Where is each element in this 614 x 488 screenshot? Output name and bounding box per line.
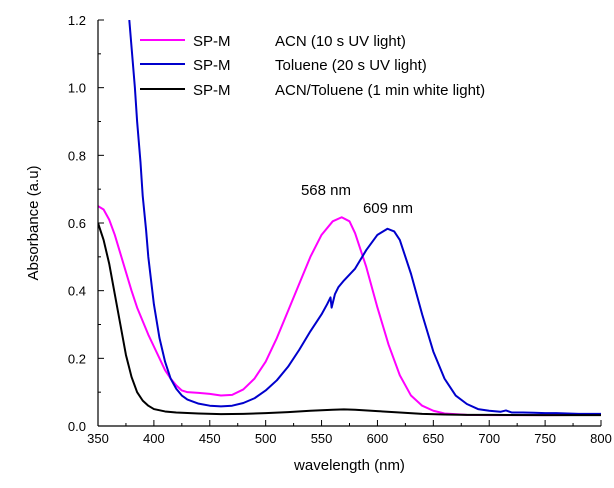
x-tick-label: 450 xyxy=(199,431,221,446)
x-tick-label: 650 xyxy=(422,431,444,446)
peak-annotation: 568 nm xyxy=(301,182,351,199)
series-line xyxy=(128,20,601,415)
peak-annotation: 609 nm xyxy=(363,200,413,217)
series-lines xyxy=(98,20,601,417)
legend-entry: SP-M ACN (10 s UV light) xyxy=(140,33,406,50)
x-axis-ticks: 350 400 450 500 550 600 650 700 750 800 xyxy=(87,420,612,446)
legend-entry: SP-M ACN/Toluene (1 min white light) xyxy=(140,82,485,99)
x-tick-label: 500 xyxy=(255,431,277,446)
series-line xyxy=(98,222,601,417)
legend-series-condition: ACN/Toluene (1 min white light) xyxy=(275,82,485,99)
legend-series-condition: Toluene (20 s UV light) xyxy=(275,57,427,74)
legend-series-name: SP-M xyxy=(193,33,231,50)
y-tick-label: 0.0 xyxy=(68,419,86,434)
x-tick-label: 400 xyxy=(143,431,165,446)
x-tick-label: 550 xyxy=(311,431,333,446)
x-axis-title: wavelength (nm) xyxy=(293,457,405,474)
legend-series-name: SP-M xyxy=(193,82,231,99)
y-tick-label: 0.4 xyxy=(68,284,86,299)
y-tick-label: 1.2 xyxy=(68,13,86,28)
y-tick-label: 0.6 xyxy=(68,216,86,231)
y-tick-label: 0.2 xyxy=(68,351,86,366)
x-tick-label: 800 xyxy=(590,431,612,446)
x-tick-label: 750 xyxy=(534,431,556,446)
y-axis-ticks: 0.0 0.2 0.4 0.6 0.8 1.0 1.2 xyxy=(68,13,104,434)
y-axis-title: Absorbance (a.u) xyxy=(25,165,42,280)
x-tick-label: 600 xyxy=(367,431,389,446)
legend-series-condition: ACN (10 s UV light) xyxy=(275,33,406,50)
legend-entry: SP-M Toluene (20 s UV light) xyxy=(140,57,427,74)
legend-series-name: SP-M xyxy=(193,57,231,74)
series-line xyxy=(98,205,601,417)
y-tick-label: 0.8 xyxy=(68,148,86,163)
x-tick-label: 350 xyxy=(87,431,109,446)
legend: SP-M ACN (10 s UV light) SP-M Toluene (2… xyxy=(140,33,485,99)
x-tick-label: 700 xyxy=(478,431,500,446)
y-tick-label: 1.0 xyxy=(68,81,86,96)
